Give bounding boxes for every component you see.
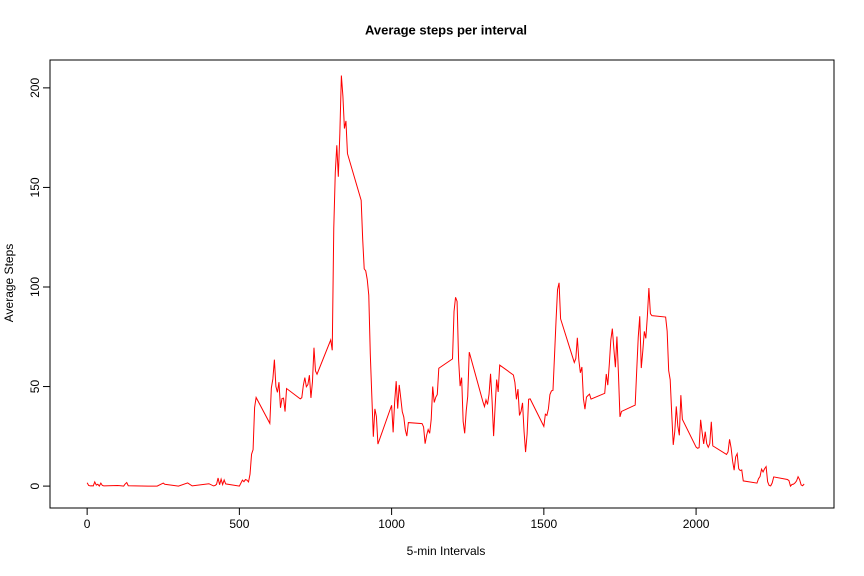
x-tick-label: 1000	[378, 517, 405, 531]
data-line	[86, 75, 805, 488]
x-tick-label: 1500	[530, 517, 557, 531]
y-tick-label: 200	[28, 78, 42, 98]
y-tick-label: 150	[28, 177, 42, 197]
x-tick-label: 500	[229, 517, 249, 531]
x-axis-label: 5-min Intervals	[407, 544, 486, 558]
y-axis-label: Average Steps	[2, 244, 16, 323]
y-tick-label: 50	[28, 380, 42, 394]
plot-box	[49, 59, 835, 509]
x-tick-label: 0	[84, 517, 91, 531]
y-tick-label: 0	[28, 482, 42, 489]
chart-title: Average steps per interval	[365, 22, 527, 37]
x-tick-label: 2000	[683, 517, 710, 531]
y-tick-label: 100	[28, 277, 42, 297]
